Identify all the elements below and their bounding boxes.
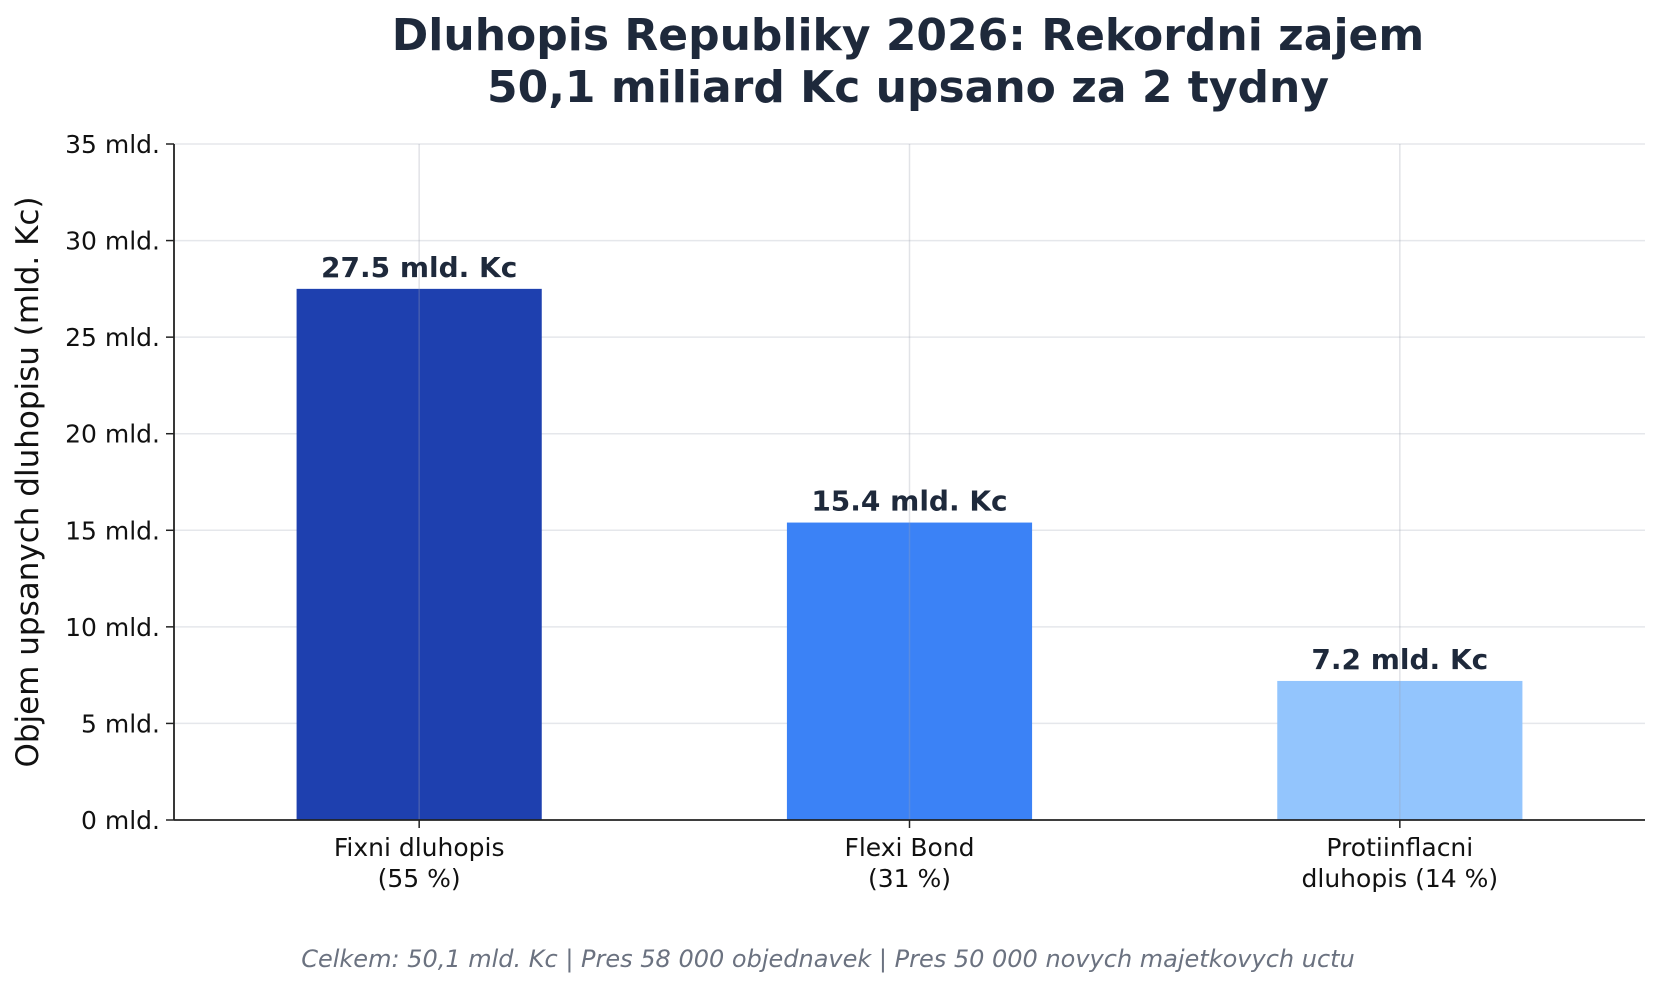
bar-value-label: 7.2 mld. Kc <box>1311 643 1488 676</box>
chart-title: Dluhopis Republiky 2026: Rekordni zajem5… <box>392 10 1424 113</box>
y-tick-label: 5 mld. <box>81 709 160 738</box>
bar-value-label: 27.5 mld. Kc <box>321 251 517 284</box>
x-tick-labels: Fixni dluhopis(55 %) Flexi Bond(31 %) Prot… <box>334 820 1498 893</box>
bar-value-labels: 27.5 mld. Kc 15.4 mld. Kc 7.2 mld. Kc <box>321 251 1488 676</box>
bar-value-label: 15.4 mld. Kc <box>811 485 1007 518</box>
y-tick-label: 20 mld. <box>65 420 160 449</box>
vertical-grid-lines <box>418 144 1401 820</box>
y-tick-label: 0 mld. <box>81 806 160 835</box>
y-tick-label: 30 mld. <box>65 227 160 256</box>
x-tick-label: (31 %) <box>868 864 951 893</box>
y-tick-label: 15 mld. <box>65 516 160 545</box>
chart-title-line-2: 50,1 miliard Kc upsano za 2 tydny <box>487 62 1329 113</box>
y-tick-label: 25 mld. <box>65 323 160 352</box>
x-tick-label: Flexi Bond <box>844 833 974 862</box>
x-tick-label: Protiinflacni <box>1326 833 1473 862</box>
footnote: Celkem: 50,1 mld. Kc | Pres 58 000 objed… <box>301 945 1355 973</box>
y-tick-labels: 0 mld. 5 mld. 10 mld. 15 mld. 20 mld. 25 mld.… <box>65 130 174 835</box>
x-tick-label: dluhopis (14 %) <box>1302 864 1499 893</box>
bar-3 <box>1277 680 1523 820</box>
bars <box>296 288 1523 820</box>
x-tick-label: Fixni dluhopis <box>334 833 505 862</box>
y-tick-label: 10 mld. <box>65 613 160 642</box>
y-axis-label: Objem upsanych dluhopisu (mld. Kc) <box>10 196 46 767</box>
y-tick-label: 35 mld. <box>65 130 160 159</box>
bar-2 <box>786 522 1033 820</box>
x-tick-label: (55 %) <box>378 864 461 893</box>
chart-title-line-1: Dluhopis Republiky 2026: Rekordni zajem <box>392 10 1424 61</box>
bar-1 <box>296 288 542 820</box>
